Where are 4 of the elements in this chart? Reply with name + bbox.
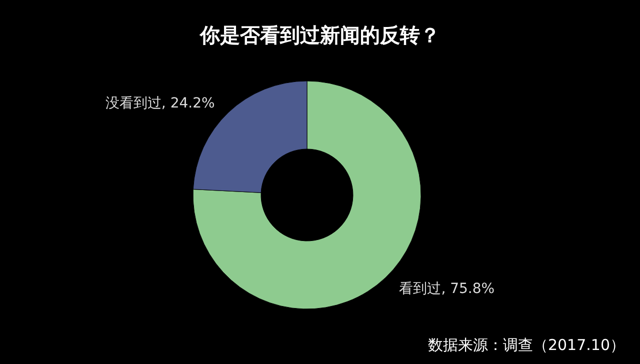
chart-title: 你是否看到过新闻的反转？ xyxy=(199,23,440,47)
slice-label: 没看到过, 24.2% xyxy=(105,95,215,112)
source-note: 数据来源：调查（2017.10） xyxy=(428,336,625,354)
slice-label: 看到过, 75.8% xyxy=(399,280,495,297)
